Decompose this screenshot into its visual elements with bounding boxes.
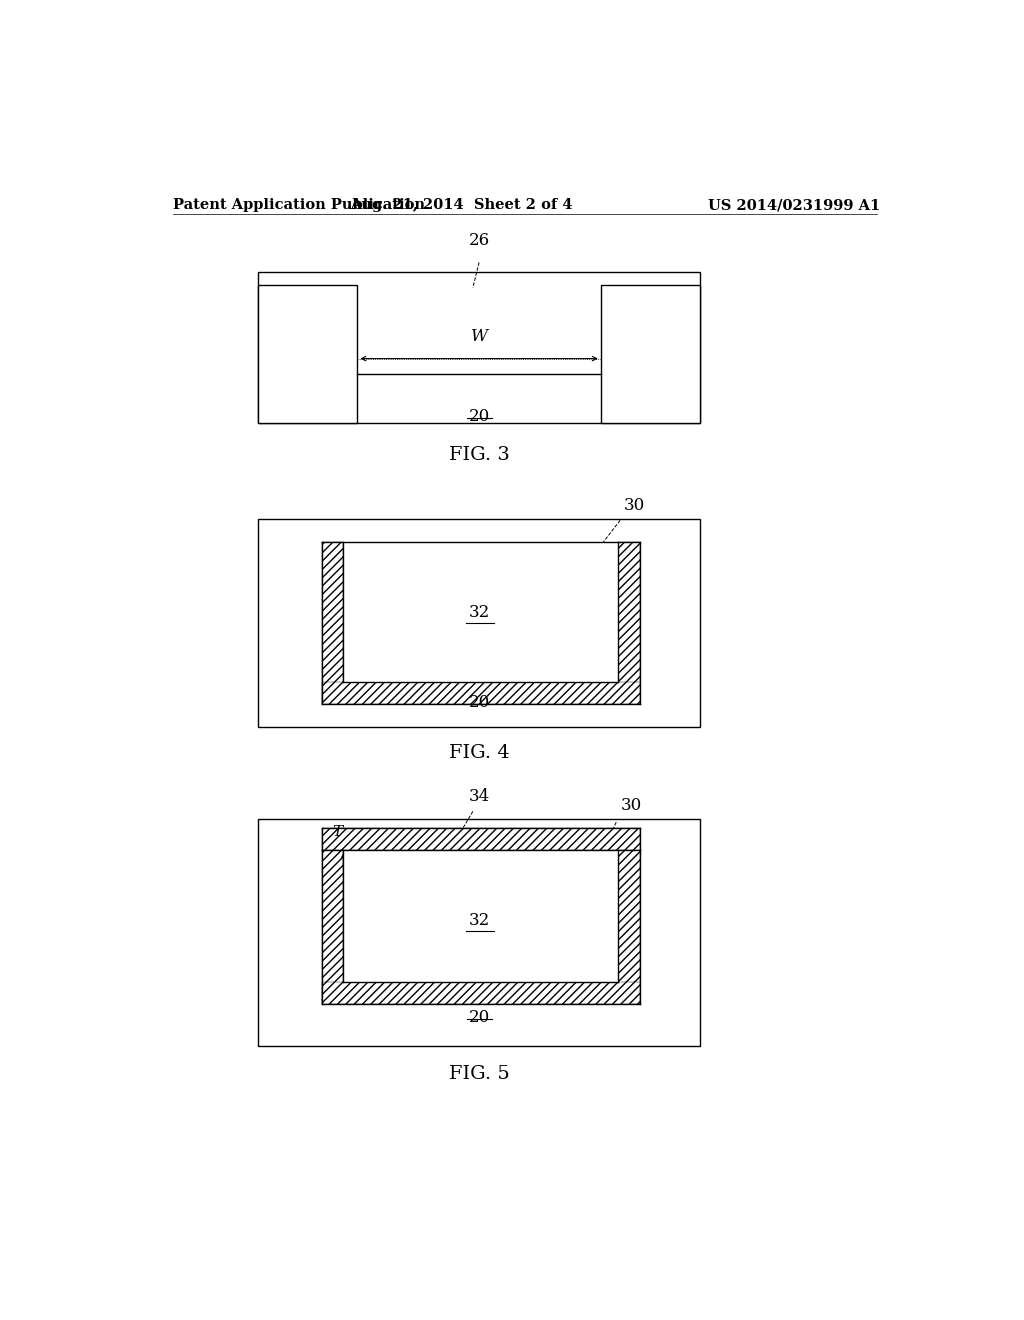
Text: 30: 30 bbox=[624, 498, 645, 515]
Text: 20: 20 bbox=[468, 408, 489, 425]
Bar bbox=[322, 829, 640, 850]
Bar bbox=[258, 272, 700, 422]
Text: 32: 32 bbox=[468, 605, 489, 622]
Text: 30: 30 bbox=[621, 797, 642, 814]
Text: FIG. 3: FIG. 3 bbox=[449, 446, 510, 463]
Text: Patent Application Publication: Patent Application Publication bbox=[173, 198, 425, 213]
Bar bbox=[322, 982, 640, 1003]
Bar bbox=[322, 543, 343, 704]
Text: US 2014/0231999 A1: US 2014/0231999 A1 bbox=[708, 198, 880, 213]
Text: 32: 32 bbox=[468, 912, 489, 929]
Bar bbox=[322, 682, 640, 704]
Text: 20: 20 bbox=[468, 693, 489, 710]
Text: FIG. 5: FIG. 5 bbox=[449, 1065, 510, 1084]
Text: W: W bbox=[470, 327, 487, 345]
Text: Aug. 21, 2014  Sheet 2 of 4: Aug. 21, 2014 Sheet 2 of 4 bbox=[350, 198, 572, 213]
Text: 20: 20 bbox=[468, 1010, 489, 1026]
Bar bbox=[617, 850, 640, 1003]
Bar bbox=[343, 543, 617, 682]
Bar bbox=[617, 543, 640, 704]
Bar bbox=[258, 818, 700, 1047]
Text: T: T bbox=[332, 825, 342, 840]
Text: 34: 34 bbox=[468, 788, 489, 805]
Bar bbox=[343, 850, 617, 982]
Text: 26: 26 bbox=[469, 232, 489, 249]
Bar bbox=[322, 850, 343, 1003]
Text: FIG. 4: FIG. 4 bbox=[449, 743, 510, 762]
Bar bbox=[258, 285, 357, 422]
Bar bbox=[601, 285, 700, 422]
Bar bbox=[258, 519, 700, 726]
